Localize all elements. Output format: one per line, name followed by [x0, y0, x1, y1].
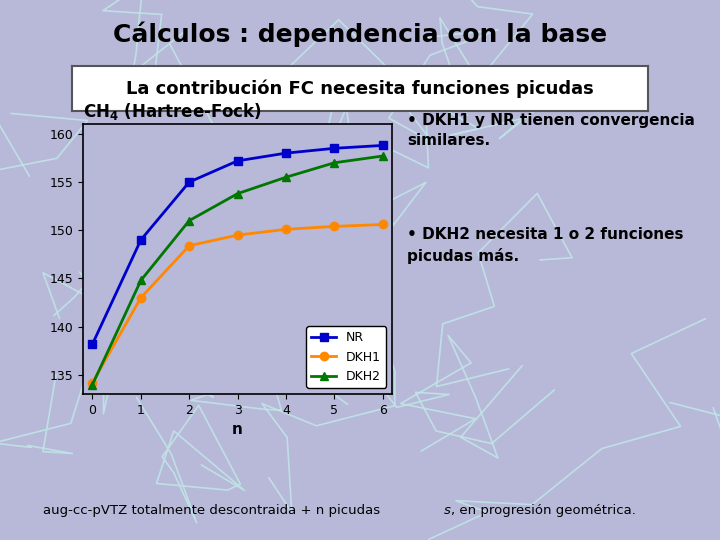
- DKH1: [185, 242, 194, 249]
- DKH1: [379, 221, 387, 228]
- Text: • DKH2 necesita 1 o 2 funciones
picudas más.: • DKH2 necesita 1 o 2 funciones picudas …: [407, 227, 683, 264]
- NR: [233, 158, 242, 164]
- DKH2: [379, 153, 387, 159]
- X-axis label: n: n: [232, 422, 243, 437]
- Text: • DKH1 y NR tienen convergencia
similares.: • DKH1 y NR tienen convergencia similare…: [407, 113, 695, 148]
- DKH2: [137, 277, 145, 284]
- DKH2: [330, 159, 338, 166]
- NR: [282, 150, 290, 157]
- DKH2: [282, 174, 290, 180]
- DKH2: [185, 218, 194, 224]
- NR: [88, 341, 96, 347]
- DKH1: [88, 380, 96, 386]
- Text: aug-cc-pVTZ totalmente descontraida + n picudas: aug-cc-pVTZ totalmente descontraida + n …: [43, 504, 384, 517]
- Text: s: s: [444, 504, 451, 517]
- Text: $\bf{CH_4}$ (Hartree-Fock): $\bf{CH_4}$ (Hartree-Fock): [83, 102, 262, 122]
- NR: [379, 142, 387, 149]
- Line: DKH1: DKH1: [89, 220, 387, 387]
- NR: [185, 179, 194, 185]
- Line: NR: NR: [89, 141, 387, 348]
- DKH1: [282, 226, 290, 233]
- Text: La contribución FC necesita funciones picudas: La contribución FC necesita funciones pi…: [126, 79, 594, 98]
- NR: [137, 237, 145, 243]
- DKH1: [330, 223, 338, 230]
- Line: DKH2: DKH2: [89, 152, 387, 389]
- Legend: NR, DKH1, DKH2: NR, DKH1, DKH2: [306, 327, 386, 388]
- Text: , en progresión geométrica.: , en progresión geométrica.: [451, 504, 636, 517]
- DKH1: [233, 232, 242, 238]
- DKH2: [233, 191, 242, 197]
- NR: [330, 145, 338, 152]
- DKH2: [88, 381, 96, 388]
- Text: Cálculos : dependencia con la base: Cálculos : dependencia con la base: [113, 22, 607, 48]
- DKH1: [137, 294, 145, 301]
